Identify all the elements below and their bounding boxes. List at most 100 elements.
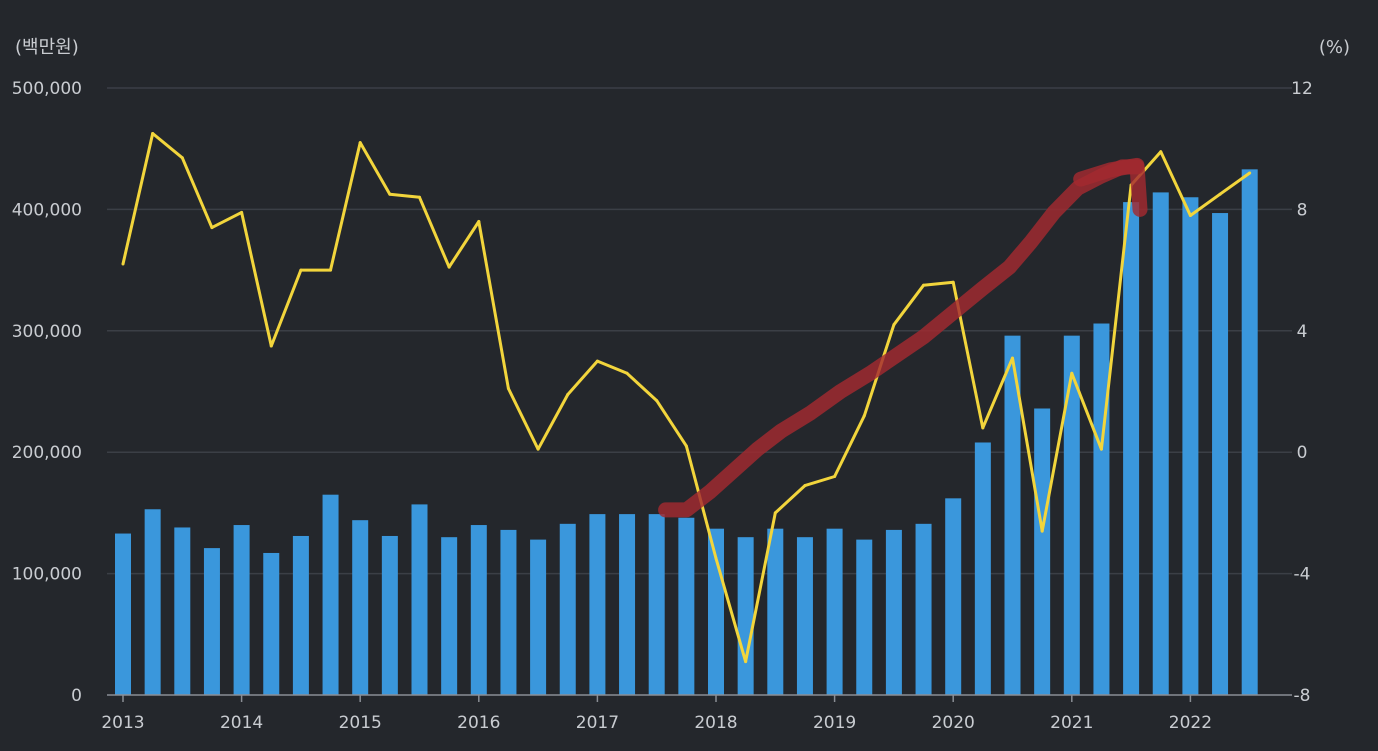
- line-series: [121, 132, 1252, 664]
- bar: [915, 523, 932, 695]
- x-tick-label: 2019: [813, 713, 856, 733]
- y-right-unit-label: (%): [1319, 37, 1350, 58]
- y-right-tick-label: 8: [1297, 200, 1308, 220]
- bar: [796, 537, 813, 695]
- line-point: [210, 226, 214, 230]
- bar: [1123, 202, 1140, 695]
- bar: [1182, 197, 1199, 695]
- line-point: [862, 414, 866, 418]
- bar: [470, 525, 487, 695]
- bar: [1004, 335, 1021, 695]
- bar: [1034, 408, 1051, 695]
- line-point: [951, 280, 955, 284]
- bar: [1241, 169, 1258, 695]
- line-point: [803, 484, 807, 488]
- line-point: [833, 474, 837, 478]
- line-point: [744, 660, 748, 664]
- bar: [559, 523, 576, 695]
- bar: [619, 514, 636, 695]
- line-point: [388, 192, 392, 196]
- bar: [322, 494, 339, 695]
- x-tick-label: 2020: [932, 713, 975, 733]
- line-point: [1248, 171, 1252, 175]
- bar: [1212, 213, 1229, 696]
- x-tick-label: 2013: [101, 713, 144, 733]
- y-right-tick-label: -8: [1294, 686, 1311, 706]
- bar: [826, 528, 843, 695]
- y-left-tick-label: 400,000: [12, 200, 82, 220]
- bar: [530, 539, 547, 695]
- axes: [107, 694, 1292, 702]
- bar: [411, 504, 428, 695]
- y-right-tick-label: -4: [1294, 565, 1311, 585]
- bar: [1093, 323, 1110, 695]
- bar: [441, 537, 458, 695]
- x-tick-label: 2017: [576, 713, 619, 733]
- bar: [737, 537, 754, 695]
- line-point: [1188, 213, 1192, 217]
- line-point: [506, 386, 510, 390]
- line-point: [595, 359, 599, 363]
- line-point: [418, 195, 421, 199]
- line-point: [684, 444, 688, 448]
- line-point: [566, 393, 570, 397]
- bar: [203, 548, 220, 695]
- bar: [263, 552, 280, 695]
- bar: [352, 520, 369, 695]
- line-point: [981, 426, 985, 430]
- trend-arrow-shaft: [658, 159, 1145, 518]
- line-point: [1218, 192, 1222, 196]
- line-point: [922, 283, 926, 287]
- bar-series: [115, 169, 1258, 696]
- bar: [974, 442, 991, 695]
- line-point: [655, 399, 659, 403]
- y-right-tick-label: 12: [1291, 79, 1313, 99]
- bar: [678, 517, 695, 695]
- line-point: [1040, 529, 1044, 533]
- tick-labels: 0 100,000 200,000 300,000 400,000 500,000 -8 -4…: [12, 79, 1313, 733]
- y-left-tick-label: 0: [71, 686, 82, 706]
- line-point: [1099, 447, 1103, 451]
- bar: [144, 509, 161, 695]
- line-point: [625, 371, 629, 375]
- line-point: [121, 262, 125, 266]
- line-point: [240, 210, 244, 214]
- bar: [1063, 335, 1080, 695]
- bar: [945, 498, 962, 695]
- bar: [381, 535, 398, 695]
- bar: [115, 533, 131, 695]
- line-point: [180, 156, 184, 160]
- line-point: [447, 265, 451, 269]
- y-left-tick-label: 300,000: [12, 322, 82, 342]
- y-right-tick-label: 0: [1297, 443, 1308, 463]
- x-tick-label: 2014: [220, 713, 263, 733]
- bar: [885, 529, 902, 695]
- bar: [174, 527, 191, 695]
- line-point: [536, 447, 540, 451]
- bar: [648, 514, 665, 695]
- bar: [500, 529, 517, 695]
- line-point: [329, 268, 333, 272]
- x-tick-label: 2022: [1169, 713, 1212, 733]
- bar: [589, 514, 606, 695]
- bar: [767, 528, 784, 695]
- line-point: [358, 141, 362, 145]
- line-point: [269, 344, 273, 348]
- line-point: [1011, 356, 1014, 360]
- line-point: [714, 556, 718, 560]
- line-point: [151, 132, 155, 136]
- line-point: [773, 511, 777, 515]
- bar: [292, 535, 309, 695]
- y-right-tick-label: 4: [1297, 322, 1308, 342]
- line-point: [1159, 150, 1163, 154]
- line-point: [892, 323, 896, 327]
- trend-annotation: [658, 157, 1148, 518]
- y-left-tick-label: 200,000: [12, 443, 82, 463]
- x-tick-label: 2018: [694, 713, 737, 733]
- line-point: [1070, 371, 1074, 375]
- x-tick-label: 2021: [1050, 713, 1093, 733]
- y-left-tick-label: 500,000: [12, 79, 82, 99]
- x-tick-label: 2016: [457, 713, 500, 733]
